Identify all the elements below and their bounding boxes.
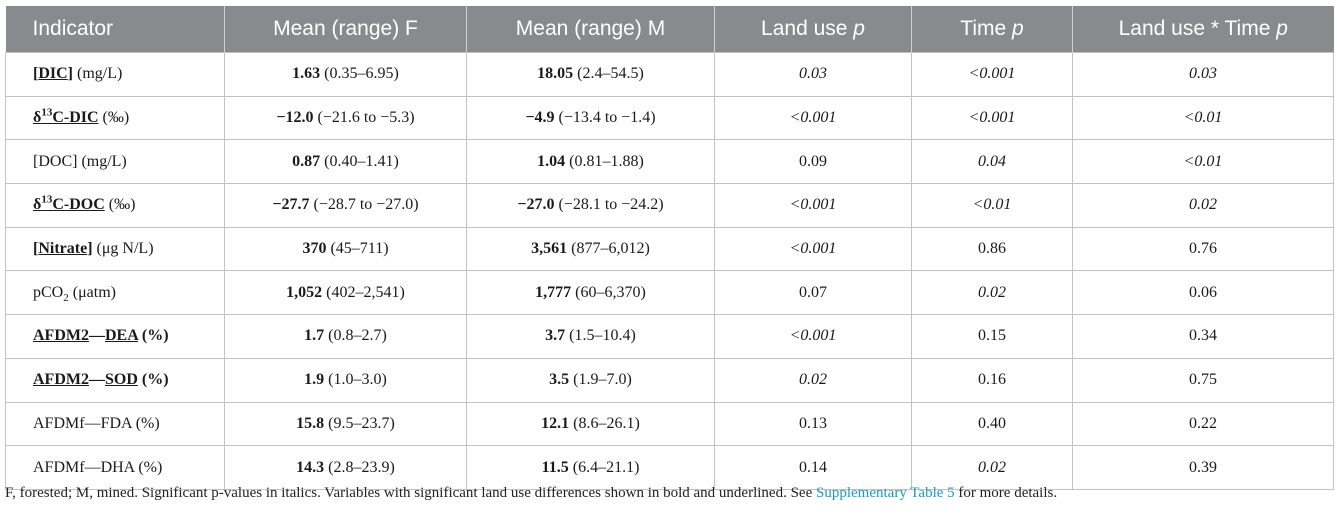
mean-m-cell: 18.05 (2.4–54.5) (466, 52, 715, 97)
indicator-cell: δ13C-DOC (‰) (5, 183, 225, 228)
land-use-p-cell: <0.001 (714, 314, 912, 359)
interaction-p-cell: 0.03 (1072, 52, 1334, 97)
indicator-cell: AFDMf—FDA (%) (5, 401, 225, 447)
interaction-p-cell: <0.01 (1072, 95, 1334, 141)
mean-m-cell: 3,561 (877–6,012) (466, 226, 715, 272)
indicator-cell: [DOC] (mg/L) (5, 139, 225, 185)
time-p-cell: 0.40 (911, 401, 1073, 447)
header-mean-m: Mean (range) M (466, 6, 715, 53)
land-use-p-cell: 0.07 (714, 270, 912, 316)
interaction-p-cell: 0.02 (1072, 183, 1334, 228)
interaction-p-cell: 0.22 (1072, 401, 1334, 447)
footnote-tail: for more details. (954, 485, 1058, 501)
land-use-p-cell: 0.13 (714, 401, 912, 447)
table-row: [Nitrate] (μg N/L) 370 (45–711) 3,561 (8… (5, 226, 1334, 272)
header-time-p: Time p (911, 6, 1073, 53)
interaction-p-cell: 0.06 (1072, 270, 1334, 316)
header-indicator: Indicator (5, 6, 225, 53)
mean-f-cell: 370 (45–711) (224, 226, 467, 272)
header-row: Indicator Mean (range) F Mean (range) M … (5, 6, 1334, 53)
indicator-cell: pCO2 (μatm) (5, 270, 225, 316)
mean-f-cell: 0.87 (0.40–1.41) (224, 139, 467, 185)
mean-m-cell: 1.04 (0.81–1.88) (466, 139, 715, 185)
table-row: AFDM2—SOD (%) 1.9 (1.0–3.0) 3.5 (1.9–7.0… (5, 357, 1334, 403)
mean-f-cell: 1.63 (0.35–6.95) (224, 52, 467, 97)
supplementary-table-link[interactable]: Supplementary Table 5 (816, 485, 955, 501)
mean-m-cell: 3.5 (1.9–7.0) (466, 357, 715, 403)
interaction-p-cell: <0.01 (1072, 139, 1334, 185)
time-p-cell: 0.15 (911, 314, 1073, 359)
mean-m-cell: 1,777 (60–6,370) (466, 270, 715, 316)
indicator-cell: δ13C-DIC (‰) (5, 95, 225, 141)
land-use-p-cell: 0.09 (714, 139, 912, 185)
table-row: [DOC] (mg/L) 0.87 (0.40–1.41) 1.04 (0.81… (5, 139, 1334, 185)
table-row: δ13C-DIC (‰) −12.0 (−21.6 to −5.3) −4.9 … (5, 95, 1334, 141)
time-p-cell: <0.001 (911, 95, 1073, 141)
indicator-cell: [DIC] (mg/L) (5, 52, 225, 97)
land-use-p-cell: <0.001 (714, 226, 912, 272)
mean-m-cell: 12.1 (8.6–26.1) (466, 401, 715, 447)
time-p-cell: 0.04 (911, 139, 1073, 185)
time-p-cell: 0.02 (911, 270, 1073, 316)
mean-f-cell: −27.7 (−28.7 to −27.0) (224, 183, 467, 228)
time-p-cell: <0.01 (911, 183, 1073, 228)
results-table: Indicator Mean (range) F Mean (range) M … (5, 6, 1334, 490)
table-row: AFDMf—DHA (%) 14.3 (2.8–23.9) 11.5 (6.4–… (5, 445, 1334, 490)
header-mean-f: Mean (range) F (224, 6, 467, 53)
table-row: AFDMf—FDA (%) 15.8 (9.5–23.7) 12.1 (8.6–… (5, 401, 1334, 447)
indicator-cell: AFDM2—DEA (%) (5, 314, 225, 359)
mean-m-cell: −27.0 (−28.1 to −24.2) (466, 183, 715, 228)
mean-f-cell: 1,052 (402–2,541) (224, 270, 467, 316)
interaction-p-cell: 0.34 (1072, 314, 1334, 359)
mean-m-cell: 11.5 (6.4–21.1) (466, 445, 715, 490)
land-use-p-cell: 0.02 (714, 357, 912, 403)
mean-f-cell: −12.0 (−21.6 to −5.3) (224, 95, 467, 141)
table-footnote: F, forested; M, mined. Significant p-val… (5, 485, 1057, 502)
mean-f-cell: 1.7 (0.8–2.7) (224, 314, 467, 359)
table-row: pCO2 (μatm) 1,052 (402–2,541) 1,777 (60–… (5, 270, 1334, 316)
mean-f-cell: 1.9 (1.0–3.0) (224, 357, 467, 403)
indicator-cell: AFDMf—DHA (%) (5, 445, 225, 490)
mean-m-cell: −4.9 (−13.4 to −1.4) (466, 95, 715, 141)
indicator-cell: AFDM2—SOD (%) (5, 357, 225, 403)
land-use-p-cell: 0.03 (714, 52, 912, 97)
time-p-cell: 0.86 (911, 226, 1073, 272)
land-use-p-cell: 0.14 (714, 445, 912, 490)
mean-f-cell: 15.8 (9.5–23.7) (224, 401, 467, 447)
interaction-p-cell: 0.39 (1072, 445, 1334, 490)
interaction-p-cell: 0.75 (1072, 357, 1334, 403)
mean-m-cell: 3.7 (1.5–10.4) (466, 314, 715, 359)
header-land-use-p: Land use p (714, 6, 912, 53)
time-p-cell: 0.16 (911, 357, 1073, 403)
mean-f-cell: 14.3 (2.8–23.9) (224, 445, 467, 490)
table-row: [DIC] (mg/L) 1.63 (0.35–6.95) 18.05 (2.4… (5, 52, 1334, 97)
time-p-cell: 0.02 (911, 445, 1073, 490)
indicator-cell: [Nitrate] (μg N/L) (5, 226, 225, 272)
table-row: δ13C-DOC (‰) −27.7 (−28.7 to −27.0) −27.… (5, 183, 1334, 228)
header-interaction-p: Land use * Time p (1072, 6, 1334, 53)
interaction-p-cell: 0.76 (1072, 226, 1334, 272)
footnote-text: F, forested; M, mined. Significant p-val… (5, 485, 816, 501)
time-p-cell: <0.001 (911, 52, 1073, 97)
land-use-p-cell: <0.001 (714, 95, 912, 141)
table-row: AFDM2—DEA (%) 1.7 (0.8–2.7) 3.7 (1.5–10.… (5, 314, 1334, 359)
land-use-p-cell: <0.001 (714, 183, 912, 228)
